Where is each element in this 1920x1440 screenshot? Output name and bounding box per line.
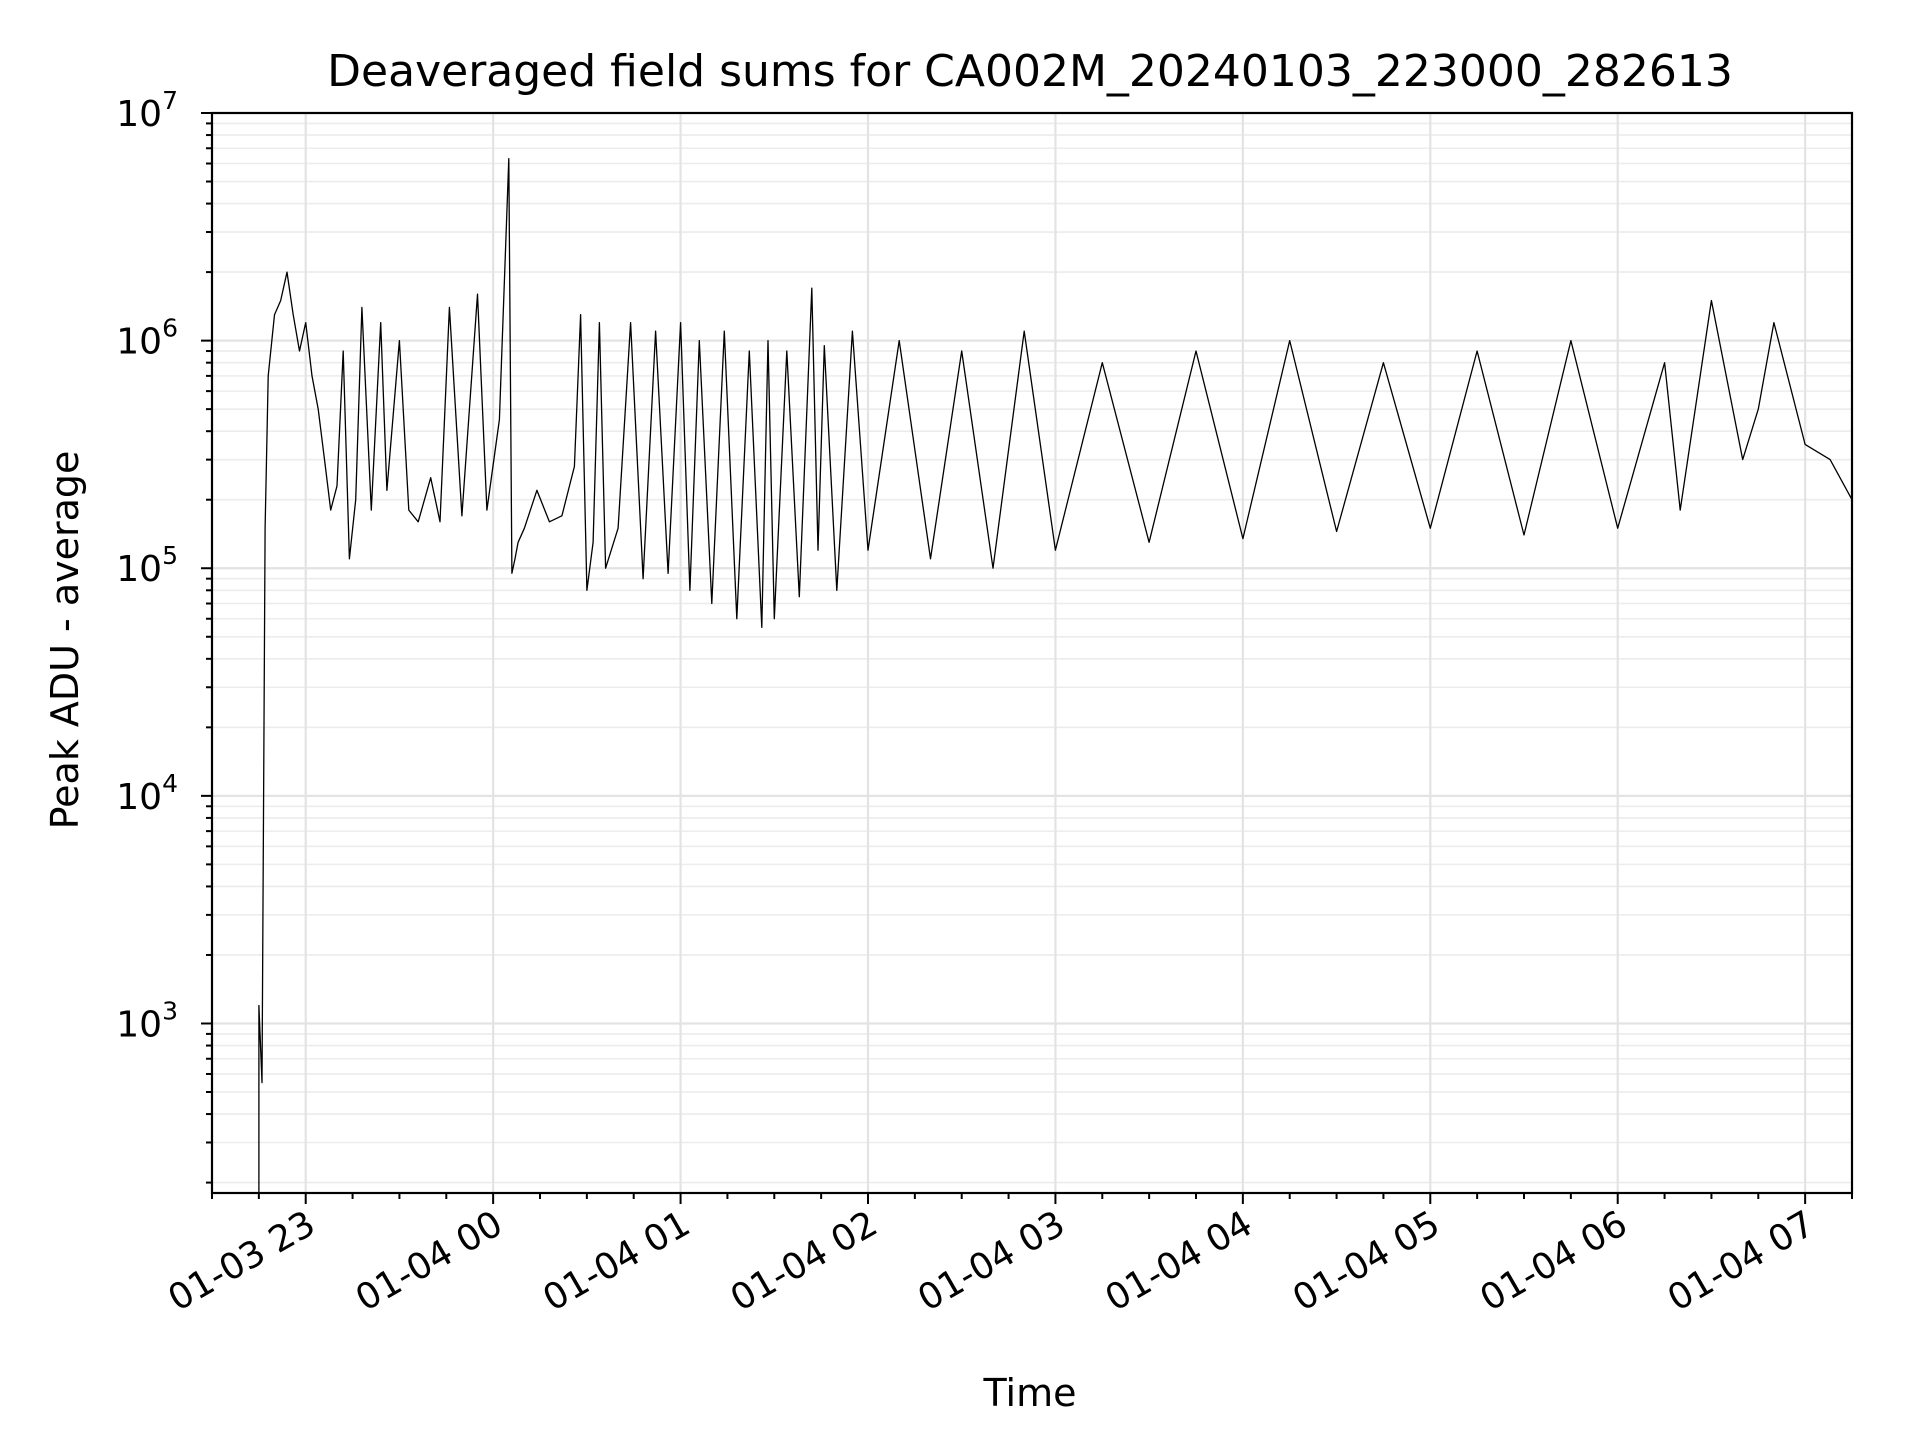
y-tick-label: 107 [116, 86, 178, 135]
x-tick-label: 01-04 03 [911, 1203, 1072, 1319]
y-tick-label: 106 [116, 314, 178, 363]
y-axis-label: Peak ADU - average [43, 451, 87, 830]
x-tick-label: 01-04 02 [724, 1203, 885, 1319]
x-axis-label: Time [983, 1371, 1077, 1415]
series-line [258, 158, 1853, 1193]
x-tick-label: 01-03 23 [162, 1203, 323, 1319]
x-tick-label: 01-04 07 [1661, 1203, 1822, 1319]
x-tick-label: 01-04 06 [1474, 1203, 1635, 1319]
y-tick-label: 105 [116, 541, 178, 590]
x-tick-label: 01-04 04 [1099, 1203, 1260, 1319]
axes-frame [210, 111, 1854, 1195]
series-layer [258, 158, 1853, 1193]
x-tick-label: 01-04 01 [536, 1203, 697, 1319]
x-tick-label: 01-04 05 [1286, 1203, 1447, 1319]
y-tick-label: 103 [116, 996, 178, 1045]
grid [212, 111, 1852, 1193]
x-tick-label: 01-04 00 [349, 1203, 510, 1319]
y-tick-label: 104 [116, 769, 178, 818]
chart-title: Deaveraged field sums for CA002M_2024010… [327, 46, 1733, 97]
